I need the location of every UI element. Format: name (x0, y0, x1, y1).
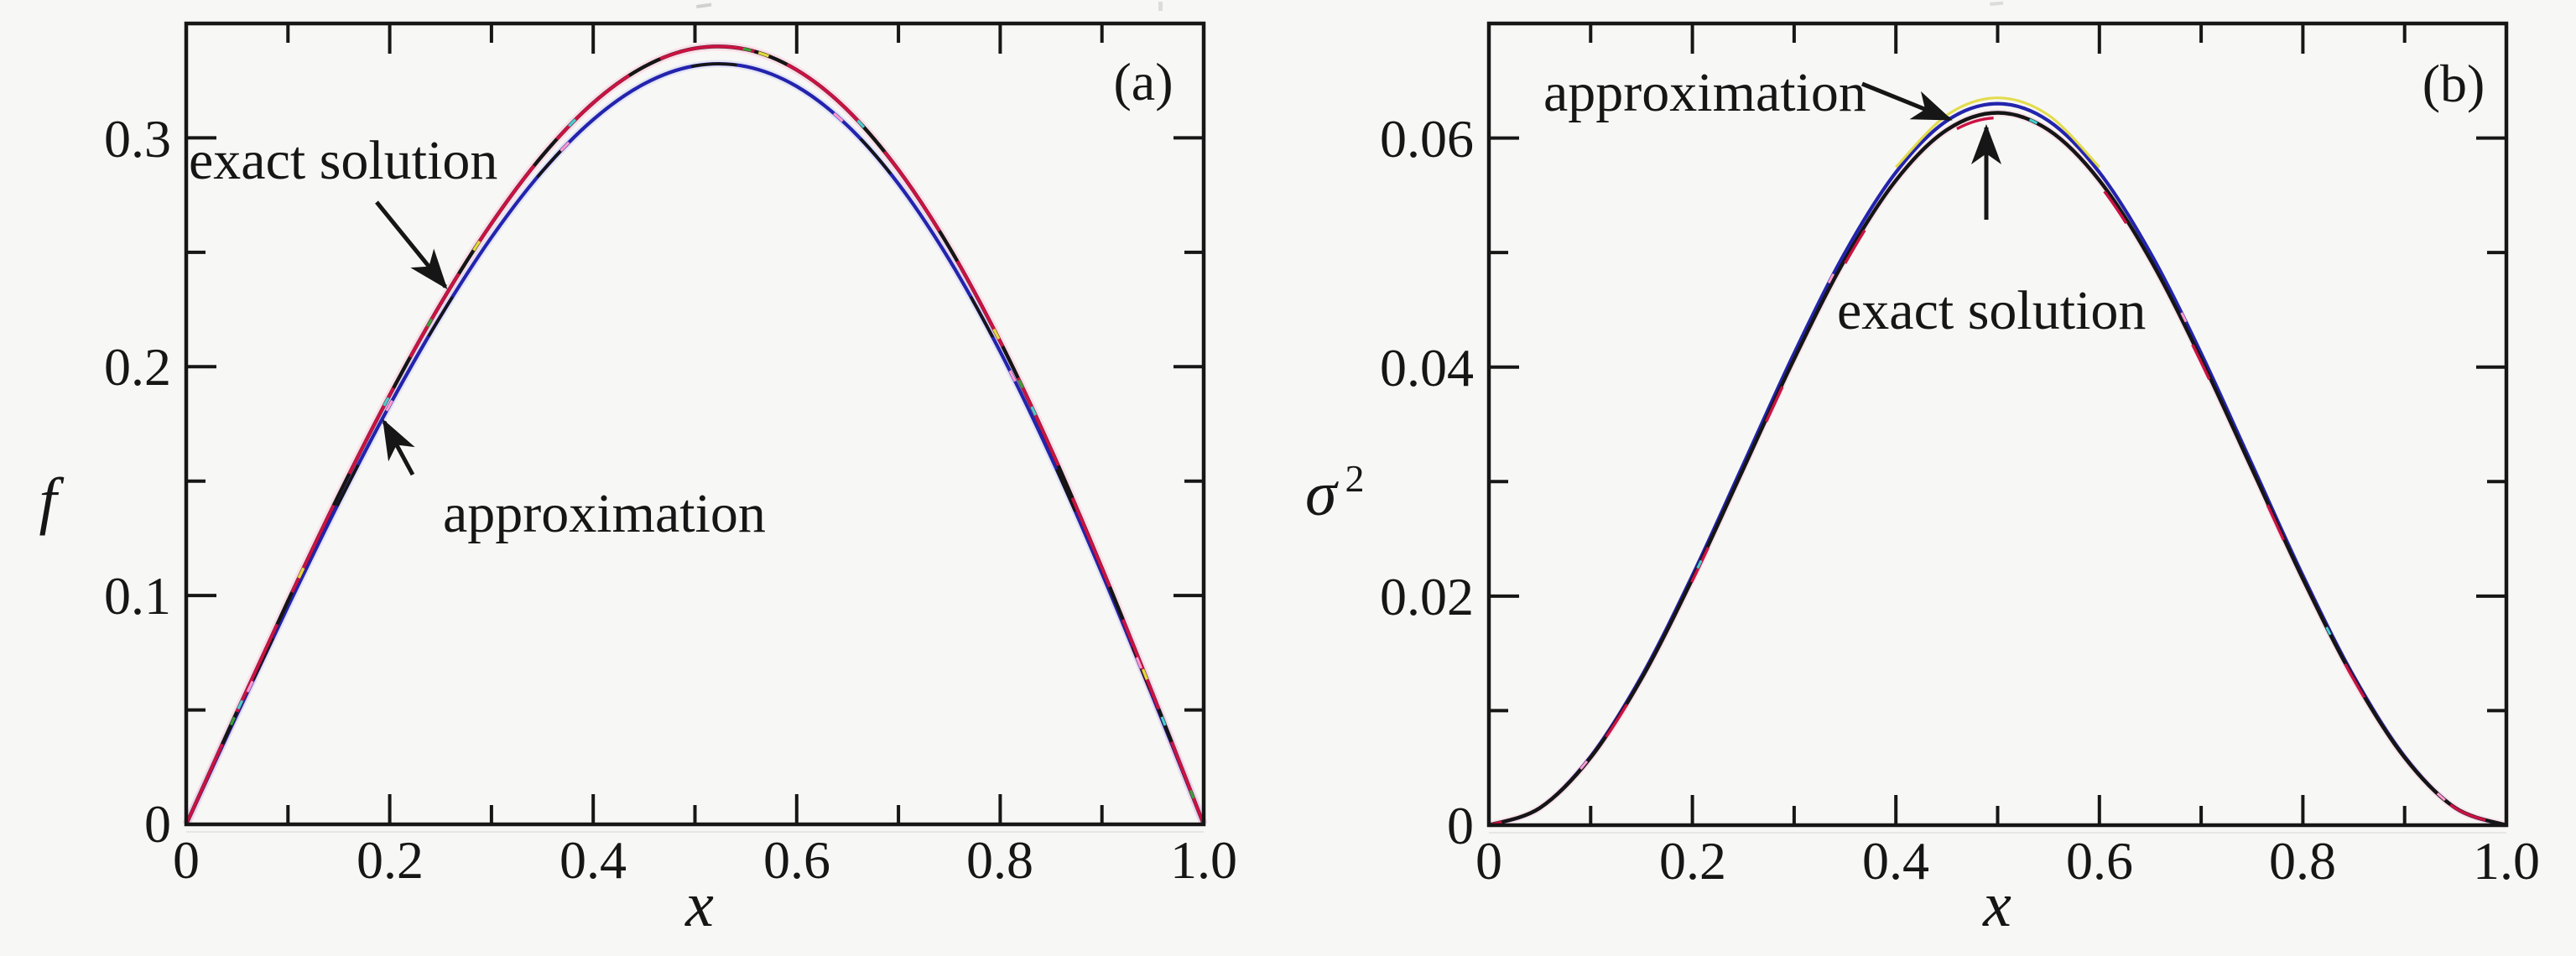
scan-artifact (1158, 2, 1163, 11)
scan-artifact (1990, 1, 2004, 6)
curve-exact-b (1488, 111, 2507, 828)
curve-speck-yellow-peak-b (1895, 96, 2100, 169)
annotation-exact-solution-b: exact solution (1837, 280, 2146, 341)
panel-label-a: (a) (1113, 52, 1173, 112)
y-tick-label: 0 (144, 794, 171, 854)
plot-frame-b (1486, 21, 2509, 828)
arrow-to-approx-curve-b (1861, 81, 1953, 122)
x-tick-label: 0.8 (966, 830, 1033, 890)
scan-artifact (696, 3, 712, 8)
x-tick-label: 1.0 (2473, 831, 2540, 891)
x-tick-label: 0.6 (2066, 831, 2133, 891)
y-tick-label: 0.1 (104, 566, 171, 626)
annotation-approximation-a: approximation (443, 483, 766, 544)
x-tick-label: 0.4 (559, 830, 627, 890)
x-axis-label-a: x (684, 870, 714, 940)
x-axis-label-b: x (1982, 870, 2011, 940)
x-tick-label: 0.8 (2269, 831, 2336, 891)
axis-ticks-a (186, 23, 1204, 824)
annotation-exact-solution-a: exact solution (189, 130, 497, 191)
x-tick-label: 0 (173, 830, 200, 890)
x-tick-label: 0.6 (763, 830, 830, 890)
y-tick-label: 0.3 (104, 109, 171, 169)
y-tick-label: 0.04 (1380, 338, 1474, 397)
y-axis-label-f: f (39, 465, 64, 536)
curve-approximation-b (1488, 101, 2507, 828)
curve-approximation-black-overlay-a (185, 62, 1205, 825)
x-tick-label: 0.2 (1659, 831, 1726, 891)
curve-speck-pink-b (1488, 102, 2507, 827)
x-tick-label: 0.4 (1862, 831, 1929, 891)
arrow-to-approx-curve-a (382, 418, 415, 476)
panel-label-b: (b) (2422, 54, 2485, 113)
x-tick-label: 0.2 (356, 830, 424, 890)
axis-ticks-b (1489, 23, 2506, 825)
arrow-to-exact-curve-a (375, 200, 448, 290)
panel-b: approximation exact solution (b) 0.06 0.… (1305, 21, 2540, 940)
y-tick-label: 0 (1447, 796, 1474, 855)
annotation-approximation-b: approximation (1543, 62, 1866, 123)
curve-exact-red-overlay-a (185, 44, 1205, 825)
curve-speck-cyan-b (1488, 111, 2507, 827)
y-tick-label: 0.06 (1380, 109, 1474, 169)
curve-exact-red-overlay-b (1488, 116, 2507, 827)
curves-b (1487, 96, 2508, 829)
y-tick-label: 0.02 (1380, 567, 1474, 626)
curve-halo-exact-b (1487, 109, 2508, 829)
x-tick-label: 0 (1475, 831, 1502, 891)
curves-a (182, 42, 1208, 827)
y-tick-label: 0.2 (104, 337, 171, 397)
panel-a: exact solution approximation (a) 0.3 0.2… (39, 21, 1237, 940)
x-tick-label: 1.0 (1170, 830, 1237, 890)
